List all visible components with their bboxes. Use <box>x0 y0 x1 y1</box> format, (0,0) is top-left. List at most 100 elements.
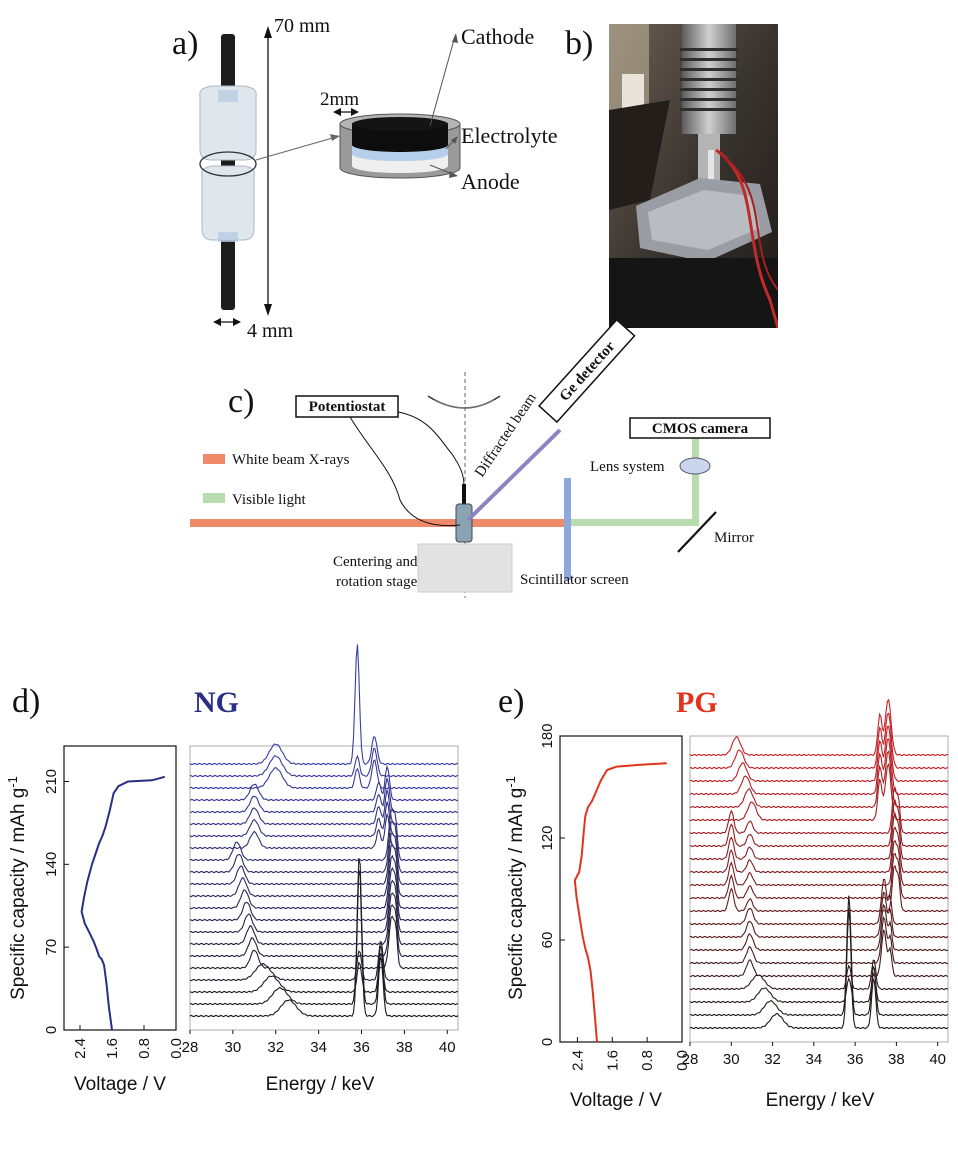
pg-voltage-profile-chart: Specific capacity / mAh g-1 Voltage / V … <box>503 723 691 1111</box>
panel-c: c) Scintillator screen Mirror Lens syste… <box>190 318 771 598</box>
potentiostat-wire-2 <box>397 411 465 487</box>
panel-c-label: c) <box>228 383 254 420</box>
photo-stage-top <box>648 190 760 250</box>
separator-dimension-label: 2mm <box>320 89 359 110</box>
photo-fins <box>680 48 738 111</box>
e-voltage-xtick-label: 0.0 <box>674 1050 691 1071</box>
panel-d: d) NG Specific capacity / mAh g-1 Voltag… <box>5 644 459 1095</box>
e-spectra-spectrum <box>689 799 949 848</box>
e-spectra-xtick-label: 38 <box>888 1051 905 1068</box>
d-voltage-xtick-label: 1.6 <box>104 1038 121 1059</box>
e-spectra-spectrum <box>689 762 949 822</box>
electrolyte-layer <box>352 145 448 161</box>
e-spectra-spectrum <box>689 812 949 861</box>
e-spectra-spectrum <box>689 839 949 887</box>
photo-paper-note <box>622 74 644 110</box>
e-spectra-spectrum <box>689 712 949 770</box>
cell-pin <box>462 484 466 506</box>
ng-voltage-profile-chart: Specific capacity / mAh g-1 Voltage / V … <box>5 745 185 1095</box>
d-spectra-spectrum <box>189 857 459 1006</box>
width-arrow-right <box>233 318 241 326</box>
d-spectra-xtick-label: 30 <box>225 1039 242 1056</box>
cathode-top <box>352 117 448 131</box>
mirror <box>677 511 717 553</box>
visible-light-vertical <box>692 430 699 526</box>
e-spectra-spectrum <box>690 891 949 939</box>
e-spectra-spectrum <box>689 852 949 900</box>
anode-label: Anode <box>461 169 520 194</box>
e-spectra-xtick-label: 28 <box>682 1051 699 1068</box>
lower-casing <box>201 165 255 241</box>
d-spectra-xtick-label: 40 <box>439 1039 456 1056</box>
lens-system <box>679 457 711 475</box>
ge-detector: Ge detector <box>538 318 636 424</box>
d-spectra-xtick-label: 38 <box>396 1039 413 1056</box>
photo-cable-2 <box>719 153 778 291</box>
zoom-arrow-head <box>330 134 340 141</box>
rotation-arc-inner <box>433 399 495 409</box>
e-spectra-spectrum <box>689 929 949 978</box>
pg-voltage-frame <box>559 735 683 1043</box>
ng-spectra-xlabel: Energy / keV <box>266 1074 375 1095</box>
d-spectra-spectrum <box>189 843 459 898</box>
panel-e: e) PG Specific capacity / mAh g-1 Voltag… <box>498 683 949 1111</box>
cmos-camera-label: CMOS camera <box>652 421 749 437</box>
d-spectra-xtick-label: 36 <box>353 1039 370 1056</box>
pg-title: PG <box>676 686 718 719</box>
ng-title: NG <box>194 686 239 719</box>
separator-arrow-left <box>333 108 341 116</box>
photo-base <box>609 258 778 328</box>
width-dimension-label: 4 mm <box>247 320 294 342</box>
e-spectra-spectrum <box>689 916 949 965</box>
height-arrow-bottom <box>264 304 272 316</box>
e-voltage-xtick-label: 0.8 <box>639 1050 656 1071</box>
ng-spectra-chart: Energy / keV 28 30 32 34 36 38 40 <box>182 644 459 1095</box>
upper-band <box>218 90 238 102</box>
d-voltage-ytick-label: 0 <box>43 1026 60 1034</box>
d-spectra-spectrum <box>189 764 459 802</box>
d-spectra-xtick-label: 32 <box>267 1039 284 1056</box>
cell-cross-section <box>339 113 461 179</box>
legend-swatch-visible <box>203 493 225 503</box>
cell-zoom-ellipse <box>199 151 257 177</box>
d-voltage-xtick-label: 2.4 <box>72 1038 89 1059</box>
e-voltage-xtick-label: 2.4 <box>569 1050 586 1071</box>
ng-voltage-xlabel: Voltage / V <box>74 1074 166 1095</box>
e-spectra-spectrum <box>689 786 949 835</box>
panel-a: a) 70 mm 4 mm <box>172 15 558 342</box>
potentiostat-box <box>295 395 399 418</box>
e-spectra-spectrum <box>689 750 949 809</box>
e-spectra-xtick-label: 32 <box>764 1051 781 1068</box>
d-spectra-spectrum <box>189 870 459 1018</box>
scintillator-screen <box>564 478 571 580</box>
d-spectra-spectrum <box>189 952 459 994</box>
electrolyte-label: Electrolyte <box>461 123 558 148</box>
potentiostat-wire-1 <box>349 416 461 527</box>
d-spectra-spectrum <box>189 832 459 886</box>
d-voltage-ytick-label: 210 <box>43 769 60 794</box>
e-spectra-xtick-label: 36 <box>847 1051 864 1068</box>
pg-spectra-frame <box>689 735 949 1043</box>
photo-cell <box>708 150 714 180</box>
legend-swatch-xrays <box>203 454 225 464</box>
e-spectra-spectrum <box>689 959 949 991</box>
d-spectra-spectrum <box>189 940 459 982</box>
d-spectra-spectrum <box>190 879 459 934</box>
lower-band <box>218 232 238 242</box>
cathode-layer <box>352 124 448 152</box>
d-spectra-spectrum <box>189 759 459 790</box>
panel-e-label: e) <box>498 683 524 720</box>
d-spectra-spectrum <box>189 866 458 922</box>
height-arrow-top <box>264 26 272 38</box>
panel-b: b) <box>565 24 778 328</box>
d-voltage-ytick-label: 70 <box>43 939 60 956</box>
ge-detector-label: Ge detector <box>557 338 619 404</box>
cmos-camera-box <box>629 417 771 439</box>
pg-voltage-ylabel: Specific capacity / mAh g-1 <box>503 776 527 1000</box>
ge-detector-box <box>538 318 636 424</box>
panel-d-label: d) <box>12 683 40 720</box>
e-voltage-ytick-label: 120 <box>539 825 556 850</box>
d-spectra-spectrum <box>189 778 459 814</box>
e-spectra-xtick-label: 40 <box>929 1051 946 1068</box>
